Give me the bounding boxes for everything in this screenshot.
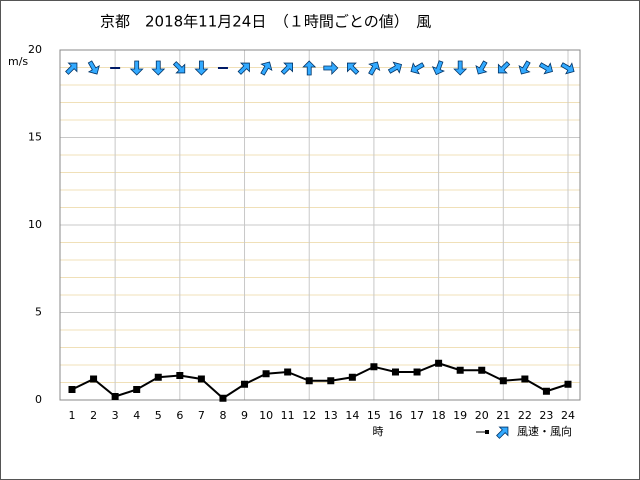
direction-arrow	[151, 60, 166, 76]
speed-marker	[456, 366, 464, 374]
x-tick-label: 11	[281, 409, 295, 422]
speed-marker	[133, 386, 141, 393]
direction-arrow	[368, 61, 381, 76]
x-tick-label: 4	[133, 409, 140, 422]
direction-arrow	[560, 62, 575, 75]
speed-marker	[370, 363, 378, 371]
speed-marker	[68, 386, 76, 393]
x-tick-label: 3	[112, 409, 119, 422]
speed-marker	[90, 375, 98, 383]
speed-marker	[348, 373, 356, 381]
y-axis-label: m/s	[8, 55, 28, 68]
x-tick-label: 24	[561, 409, 575, 422]
direction-arrow	[323, 61, 339, 75]
speed-marker	[197, 375, 205, 383]
speed-marker	[305, 377, 313, 385]
x-tick-label: 20	[475, 409, 489, 422]
direction-arrow	[237, 62, 250, 75]
x-tick-label: 21	[496, 409, 510, 422]
chart-title: 京都 2018年11月24日 （１時間ごとの値） 風	[100, 13, 431, 31]
x-tick-label: 13	[324, 409, 338, 422]
x-tick-label: 6	[176, 409, 183, 422]
direction-arrow	[302, 60, 317, 76]
x-tick-label: 23	[539, 409, 553, 422]
plot-border	[59, 49, 581, 401]
speed-marker	[413, 368, 421, 376]
y-tick-label: 5	[35, 306, 42, 319]
direction-arrow	[518, 60, 531, 75]
direction-arrow	[172, 61, 186, 74]
y-tick-label: 0	[35, 393, 42, 406]
speed-marker	[564, 380, 572, 388]
speed-marker	[499, 377, 507, 385]
speed-marker	[284, 368, 292, 376]
x-tick-label: 18	[432, 409, 446, 422]
direction-arrow	[346, 62, 360, 75]
speed-marker	[327, 377, 335, 385]
direction-arrow	[280, 62, 294, 75]
speed-marker	[435, 359, 443, 367]
speed-marker	[219, 394, 227, 402]
direction-arrow	[453, 60, 468, 76]
x-tick-label: 5	[155, 409, 162, 422]
direction-arrow	[194, 60, 209, 76]
x-tick-label: 1	[69, 409, 76, 422]
speed-marker	[542, 387, 550, 395]
x-tick-label: 9	[241, 409, 248, 422]
legend: 風速・風向	[476, 424, 572, 439]
x-tick-label: 15	[367, 409, 381, 422]
legend-arrow	[496, 426, 509, 439]
direction-arrow	[387, 61, 403, 74]
y-tick-label: 20	[28, 43, 42, 56]
x-tick-label: 10	[259, 409, 273, 422]
legend-marker	[485, 430, 489, 434]
x-tick-label: 14	[345, 409, 359, 422]
speed-marker	[176, 372, 184, 379]
x-axis-label: 時	[373, 425, 384, 438]
direction-arrow	[129, 60, 144, 76]
direction-arrow	[65, 62, 78, 75]
direction-arrow	[475, 60, 488, 75]
legend-label: 風速・風向	[517, 424, 572, 438]
speed-marker	[478, 366, 486, 374]
direction-arrow	[431, 60, 445, 76]
speed-marker	[111, 393, 119, 400]
speed-marker	[391, 368, 399, 376]
direction-arrow	[538, 62, 553, 75]
speed-marker	[241, 380, 249, 388]
speed-marker	[521, 375, 529, 383]
x-tick-label: 7	[198, 409, 205, 422]
speed-line	[71, 362, 569, 400]
x-tick-label: 17	[410, 409, 424, 422]
x-tick-label: 12	[302, 409, 316, 422]
x-tick-label: 22	[518, 409, 532, 422]
direction-arrow	[87, 60, 100, 75]
x-tick-label: 16	[388, 409, 402, 422]
direction-arrow	[497, 61, 511, 74]
y-tick-label: 10	[28, 218, 42, 231]
direction-arrow	[410, 62, 425, 75]
speed-marker	[262, 370, 270, 378]
direction-arrow	[260, 61, 273, 76]
x-tick-label: 2	[90, 409, 97, 422]
speed-marker	[154, 373, 162, 381]
x-tick-label: 19	[453, 409, 467, 422]
x-tick-label: 8	[219, 409, 226, 422]
y-tick-label: 15	[28, 131, 42, 144]
